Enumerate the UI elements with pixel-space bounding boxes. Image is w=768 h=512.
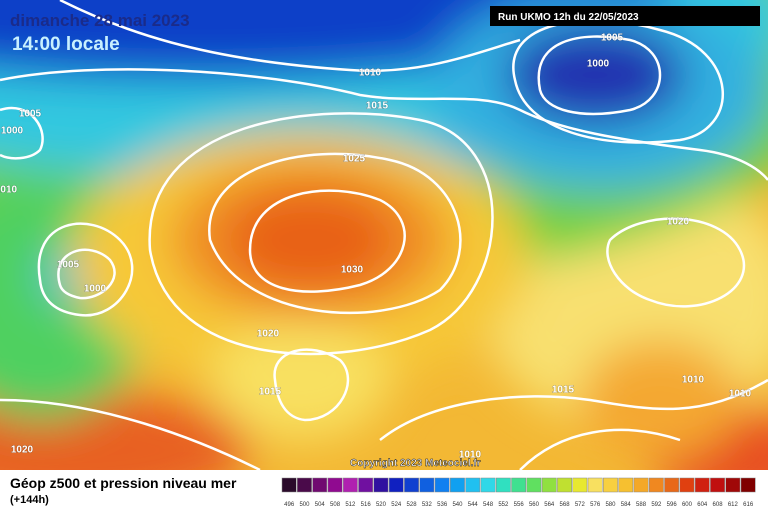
legend-swatch <box>557 477 572 493</box>
map-title: dimanche 28 mai 2023 <box>10 11 190 30</box>
legend-swatch <box>327 477 343 493</box>
legend-swatch <box>312 477 328 493</box>
color-legend: 496 500 504 508 512 516 520 524 528 532 536 540 544 5… <box>281 477 756 508</box>
legend-swatch <box>664 477 680 493</box>
legend-label: 496 <box>284 502 295 508</box>
legend-swatch <box>281 477 297 493</box>
legend-label: 548 <box>483 502 494 508</box>
legend-label: 600 <box>682 502 693 508</box>
legend-swatch <box>342 477 358 493</box>
legend-label: 556 <box>514 502 525 508</box>
legend-label: 616 <box>743 502 754 508</box>
legend-swatch <box>526 477 542 493</box>
legend-label: 568 <box>560 502 571 508</box>
legend-label: 544 <box>468 502 479 508</box>
legend-label: 572 <box>575 502 586 508</box>
legend-label: 588 <box>636 502 647 508</box>
legend-label: 500 <box>299 502 310 508</box>
legend-label: 528 <box>407 502 418 508</box>
legend-swatch <box>434 477 450 493</box>
legend-label: 592 <box>651 502 662 508</box>
legend-swatch <box>541 477 557 493</box>
legend-swatch <box>373 477 389 493</box>
legend-swatch <box>358 477 374 493</box>
isobar-label: 1010 <box>359 68 382 79</box>
legend-label: 532 <box>422 502 433 508</box>
legend-swatch <box>572 477 588 493</box>
legend-swatch <box>679 477 695 493</box>
isobar-label: 1010 <box>682 375 705 386</box>
legend-swatch <box>587 477 603 493</box>
legend-swatch <box>511 477 527 493</box>
legend-label: 564 <box>544 502 555 508</box>
run-label: Run UKMO 12h du 22/05/2023 <box>498 12 639 23</box>
isobar-label: 1025 <box>343 154 366 165</box>
legend-label: 512 <box>345 502 356 508</box>
legend-swatch <box>419 477 435 493</box>
isobar-label: 1015 <box>366 101 389 112</box>
legend-swatch <box>725 477 741 493</box>
footer-lead: (+144h) <box>10 494 49 506</box>
legend-label: 584 <box>621 502 632 508</box>
footer-title: Géop z500 et pression niveau mer <box>10 475 237 491</box>
isobar-label: 1015 <box>552 385 575 396</box>
isobar-label: 1020 <box>257 329 280 340</box>
isobar-label: 1020 <box>667 217 690 228</box>
legend-swatch <box>618 477 634 493</box>
isobar-label: 1005 <box>601 33 624 44</box>
isobars <box>0 0 768 470</box>
legend-swatch <box>603 477 618 493</box>
legend-swatch <box>633 477 649 493</box>
legend-swatch <box>648 477 664 493</box>
legend-label: 504 <box>315 502 326 508</box>
isobar-label: 1000 <box>1 126 24 137</box>
copyright: Copyright 2023 Meteociel.fr <box>350 458 481 469</box>
isobar-label: 1000 <box>84 284 107 295</box>
isobar-label: 1030 <box>341 265 364 276</box>
legend-swatch <box>404 477 419 493</box>
legend-swatch <box>450 477 465 493</box>
legend-label: 612 <box>728 502 739 508</box>
legend-label: 580 <box>605 502 616 508</box>
legend-label: 516 <box>361 502 372 508</box>
legend-swatch <box>297 477 312 493</box>
legend-swatch <box>388 477 404 493</box>
legend-swatch <box>710 477 725 493</box>
legend-label: 604 <box>697 502 708 508</box>
legend-label: 508 <box>330 502 341 508</box>
isobar-label: 1010 <box>0 185 18 196</box>
legend-swatch <box>480 477 496 493</box>
legend-label: 596 <box>667 502 678 508</box>
legend-label: 520 <box>376 502 387 508</box>
isobar-label: 1000 <box>587 59 610 70</box>
legend-label: 552 <box>498 502 509 508</box>
legend-label: 576 <box>590 502 601 508</box>
legend-label: 560 <box>529 502 540 508</box>
legend-swatch <box>495 477 511 493</box>
isobar-label: 1015 <box>259 387 282 398</box>
legend-label: 608 <box>713 502 724 508</box>
run-box <box>490 6 760 26</box>
legend-swatch <box>694 477 710 493</box>
legend-swatch <box>740 477 756 493</box>
isobar-label: 1010 <box>459 450 482 461</box>
isobar-label: 1005 <box>19 109 42 120</box>
legend-label: 540 <box>452 502 463 508</box>
isobar-label: 1020 <box>11 445 34 456</box>
isobar-labels: 1005 1000 1010 1015 1025 1030 1020 1020 1015 1015… <box>0 32 752 461</box>
isobar-label: 1005 <box>57 260 80 271</box>
isobar-label: 1010 <box>729 389 752 400</box>
map-time: 14:00 locale <box>12 34 120 55</box>
legend-swatch <box>465 477 481 493</box>
legend-label: 524 <box>391 502 402 508</box>
legend-label: 536 <box>437 502 448 508</box>
